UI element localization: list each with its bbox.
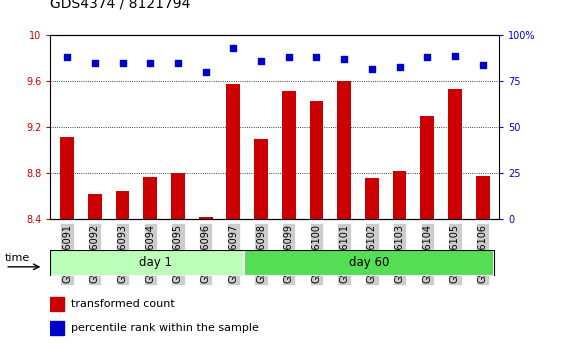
Bar — [50, 250, 245, 276]
Bar — [116, 191, 130, 219]
Bar — [393, 171, 407, 219]
Bar — [88, 194, 102, 219]
Bar — [365, 178, 379, 219]
Bar — [60, 137, 74, 219]
Point — [90, 60, 99, 66]
Bar — [171, 173, 185, 219]
Point — [229, 45, 238, 51]
Text: time: time — [4, 252, 30, 263]
Point — [339, 57, 348, 62]
Bar — [310, 101, 323, 219]
Text: day 60: day 60 — [349, 256, 389, 269]
Point — [450, 53, 459, 58]
Bar — [420, 116, 434, 219]
Point — [284, 55, 293, 60]
Bar — [337, 81, 351, 219]
Bar — [476, 176, 490, 219]
Bar — [245, 250, 494, 276]
Point — [478, 62, 487, 68]
Point — [367, 66, 376, 72]
Bar — [227, 84, 240, 219]
Point — [118, 60, 127, 66]
Text: day 1: day 1 — [139, 256, 172, 269]
Bar — [282, 91, 296, 219]
Point — [256, 58, 265, 64]
Bar — [50, 321, 64, 335]
Point — [312, 55, 321, 60]
Text: transformed count: transformed count — [71, 299, 174, 309]
Bar — [254, 139, 268, 219]
Bar — [143, 177, 157, 219]
Point — [201, 69, 210, 75]
Point — [423, 55, 432, 60]
Bar — [50, 297, 64, 311]
Point — [146, 60, 155, 66]
Point — [173, 60, 182, 66]
Bar — [199, 217, 213, 219]
Point — [63, 55, 72, 60]
Point — [395, 64, 404, 69]
Text: GDS4374 / 8121794: GDS4374 / 8121794 — [50, 0, 191, 11]
Text: percentile rank within the sample: percentile rank within the sample — [71, 323, 259, 333]
Bar — [448, 90, 462, 219]
